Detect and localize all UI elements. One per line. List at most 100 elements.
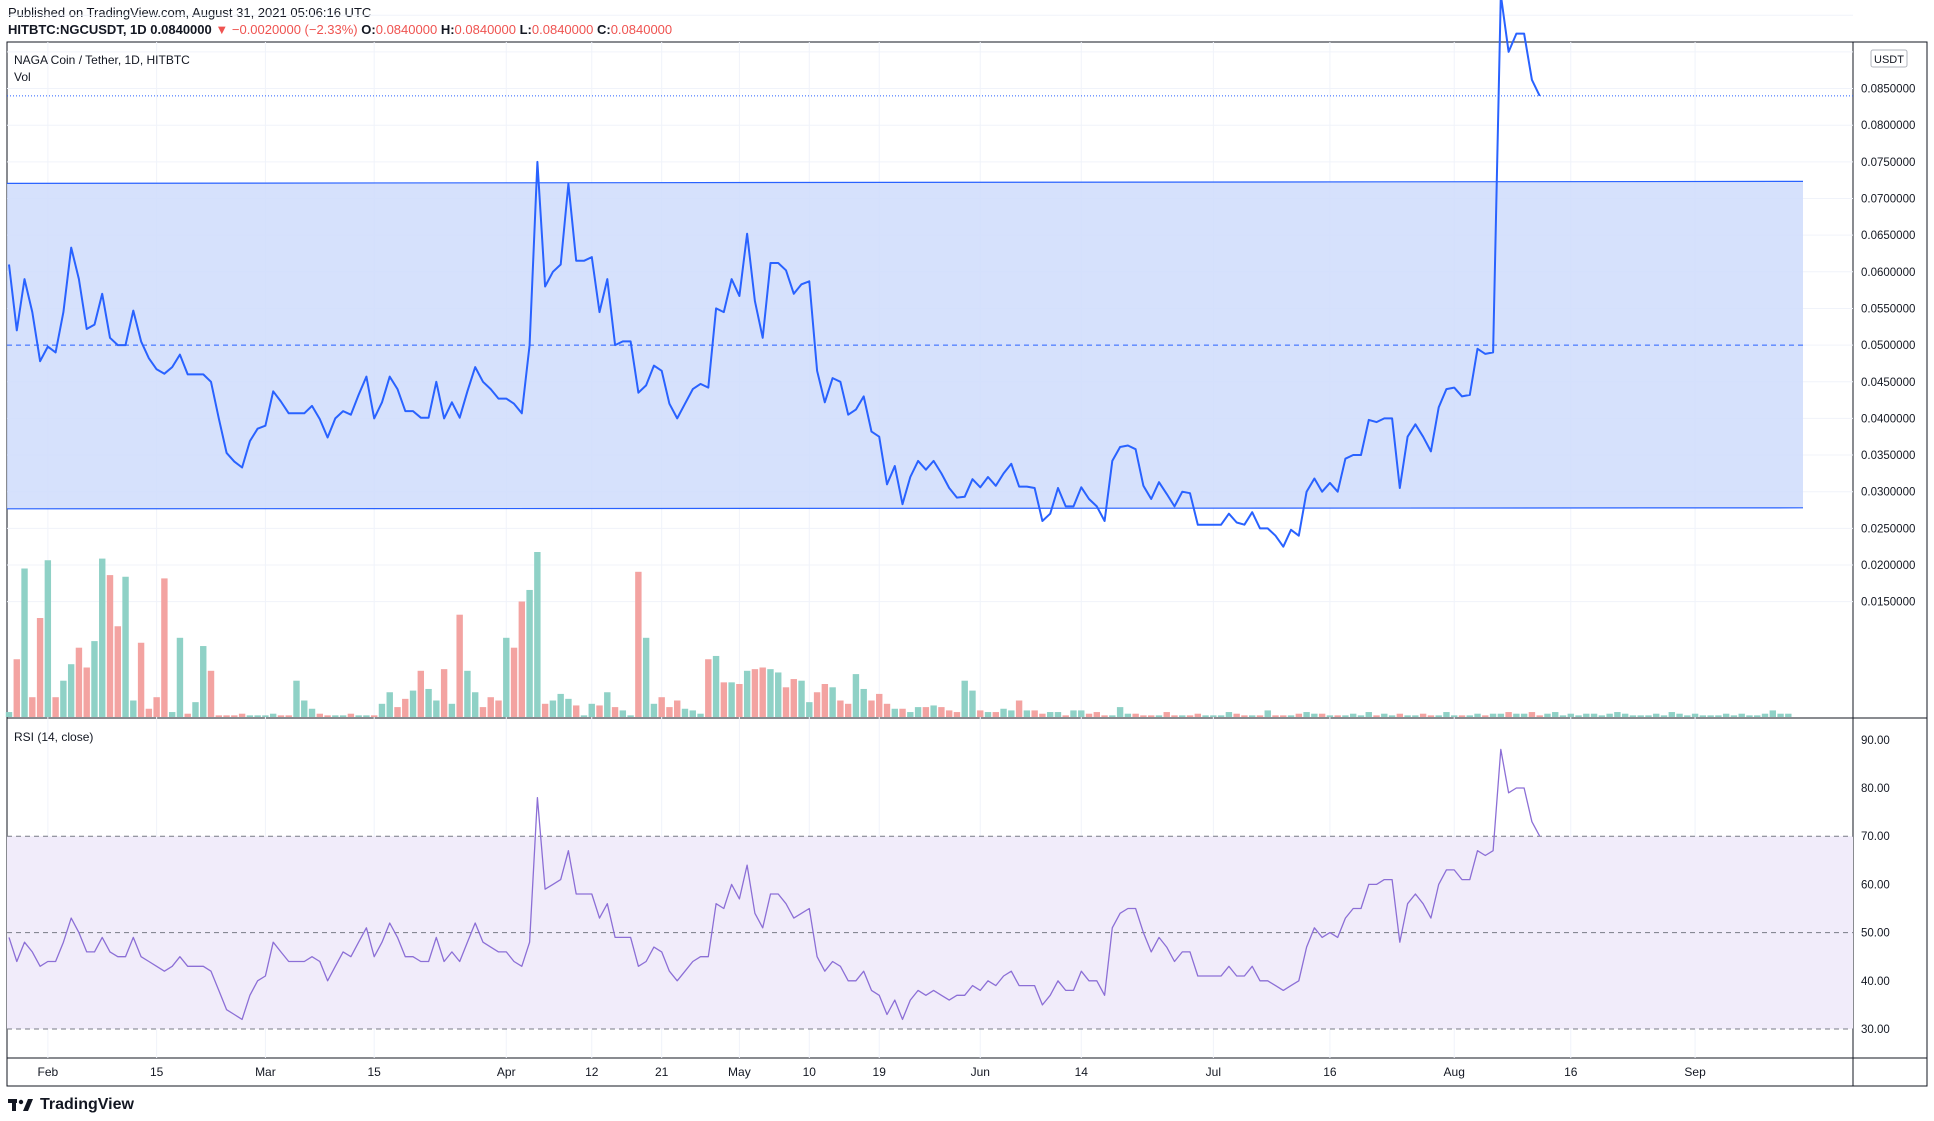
- volume-bar: [192, 702, 199, 717]
- volume-bar: [1575, 715, 1582, 717]
- volume-bar: [1412, 715, 1419, 717]
- volume-bar: [1031, 710, 1038, 717]
- volume-bar: [743, 670, 751, 717]
- volume-bar: [642, 637, 650, 717]
- volume-bar: [285, 715, 292, 717]
- rsi-tick-label: 30.00: [1861, 1024, 1890, 1036]
- volume-bar: [1233, 713, 1240, 717]
- volume-bar: [1062, 715, 1069, 717]
- volume-bar: [1629, 715, 1637, 717]
- volume-bar: [75, 647, 83, 717]
- rsi-tick-label: 40.00: [1861, 976, 1890, 988]
- price-axis[interactable]: 0.0850000 0.0800000 0.0750000 0.0700000 0.06…: [1861, 84, 1915, 609]
- volume-bar: [433, 700, 440, 717]
- volume-bar: [580, 715, 588, 717]
- volume-bar: [1769, 710, 1776, 717]
- volume-bar: [145, 708, 153, 717]
- volume-bar: [1023, 710, 1031, 717]
- time-axis[interactable]: Feb 15 Mar 15 Apr 12 21 May 10 19 Jun 14 Jul 16 Aug 16 S…: [38, 1065, 1707, 1079]
- time-tick-label: 15: [150, 1065, 164, 1079]
- volume-bar: [1645, 715, 1652, 717]
- volume-bar: [1567, 713, 1574, 717]
- volume-bar: [1552, 712, 1559, 717]
- last-price: 0.0840000: [150, 22, 212, 37]
- volume-bar: [961, 680, 968, 717]
- volume-bar: [844, 703, 852, 717]
- volume-bar: [1357, 715, 1365, 717]
- volume-bar: [1785, 713, 1792, 717]
- volume-bar: [1008, 710, 1015, 717]
- range-rectangle-fill: [7, 181, 1803, 509]
- volume-bar: [370, 715, 378, 717]
- price-tick-label: 0.0750000: [1861, 157, 1915, 169]
- volume-bar: [440, 669, 448, 717]
- volume-bar: [1451, 715, 1458, 717]
- volume-bar: [1303, 712, 1310, 717]
- volume-bar: [223, 715, 230, 717]
- volume-bar: [868, 700, 875, 717]
- rsi-band: [7, 835, 1853, 1030]
- tradingview-logo-icon: [8, 1099, 33, 1111]
- volume-bar: [99, 558, 106, 717]
- volume-bar: [751, 669, 759, 717]
- volume-bar: [168, 712, 176, 717]
- volume-bar: [1225, 712, 1233, 717]
- volume-bar: [1653, 713, 1660, 717]
- currency-badge[interactable]: [1870, 49, 1908, 68]
- volume-bar: [1186, 715, 1194, 717]
- time-tick-label: Aug: [1444, 1065, 1465, 1079]
- volume-bar: [1194, 713, 1202, 717]
- range-rectangle[interactable]: [6, 180, 1804, 510]
- volume-bar: [1280, 715, 1287, 717]
- volume-bar: [52, 697, 59, 717]
- volume-bar: [1287, 715, 1295, 717]
- volume-bar: [922, 707, 930, 717]
- volume-bar: [767, 669, 774, 717]
- volume-bar: [1334, 715, 1341, 717]
- rsi-tick-label: 80.00: [1861, 783, 1890, 795]
- rsi-axis[interactable]: 90.00 80.00 70.00 60.00 50.00 40.00 30.00: [1861, 735, 1890, 1036]
- volume-bar: [650, 703, 658, 717]
- price-tick-label: 0.0550000: [1861, 303, 1915, 315]
- volume-bar: [720, 682, 728, 717]
- footer-brand: TradingView: [8, 1096, 134, 1114]
- open-value: 0.0840000: [375, 22, 438, 37]
- volume-bar: [945, 710, 953, 717]
- volume-bar: [29, 697, 36, 717]
- volume-bar: [417, 670, 425, 717]
- volume-bar: [1637, 715, 1644, 717]
- volume-bar: [1598, 715, 1606, 717]
- volume-bar: [1676, 713, 1683, 717]
- volume-bar: [1147, 715, 1155, 717]
- volume-bar: [1520, 713, 1528, 717]
- volume-bar: [876, 693, 883, 717]
- rsi-tick-label: 60.00: [1861, 879, 1890, 891]
- volume-bar: [1668, 712, 1675, 717]
- price-tick-label: 0.0800000: [1861, 120, 1915, 132]
- high-value: 0.0840000: [454, 22, 516, 37]
- volume-bar: [1388, 715, 1396, 717]
- rsi-label: RSI (14, close): [14, 730, 93, 744]
- volume-bar: [246, 715, 254, 717]
- volume-bar: [658, 697, 665, 717]
- volume-bar: [1614, 712, 1621, 717]
- brand-name: TradingView: [40, 1096, 134, 1113]
- volume-bar: [254, 715, 261, 717]
- volume-bar: [472, 692, 479, 717]
- volume-bar: [938, 707, 945, 717]
- price-tick-label: 0.0200000: [1861, 560, 1915, 572]
- volume-bar: [378, 703, 386, 717]
- close-label: C:: [596, 22, 611, 37]
- price-tick-label: 0.0650000: [1861, 230, 1915, 242]
- low-label: L:: [519, 22, 532, 37]
- time-tick-label: 21: [655, 1065, 669, 1079]
- volume-bar: [977, 710, 984, 717]
- volume-bar: [60, 680, 67, 717]
- volume-bar: [1419, 713, 1427, 717]
- rsi-tick-label: 70.00: [1861, 831, 1890, 843]
- volume-bar: [339, 715, 347, 717]
- volume-bar: [130, 700, 137, 717]
- volume-bar: [1171, 715, 1178, 717]
- volume-bar: [1342, 715, 1349, 717]
